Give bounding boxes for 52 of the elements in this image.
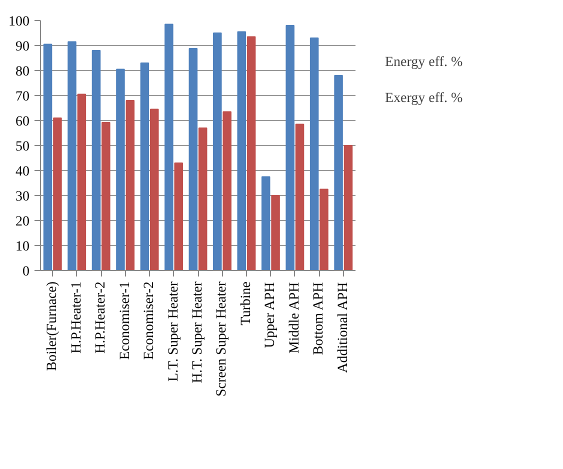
y-tick-label: 80 <box>16 64 30 80</box>
bar <box>334 75 343 270</box>
x-tick-label: Economiser-1 <box>118 281 133 360</box>
x-tick-label: Upper APH <box>263 282 278 348</box>
bar <box>77 94 86 270</box>
y-tick-label: 70 <box>16 90 30 104</box>
bar <box>164 24 174 270</box>
y-tick-label: 10 <box>16 240 30 254</box>
y-tick-label: 40 <box>16 164 30 180</box>
bar <box>295 124 304 270</box>
bar <box>286 25 294 270</box>
x-tick-label: H.P.Heater-1 <box>69 282 84 354</box>
bar <box>188 48 198 270</box>
bar <box>150 108 159 270</box>
bar <box>92 50 101 270</box>
x-tick-label: Boiler(Furnace) <box>45 281 60 371</box>
y-tick-label: 30 <box>16 190 30 204</box>
y-tick-label: 100 <box>8 14 30 30</box>
x-tick-label: Bottom APH <box>312 282 327 356</box>
x-tick-label: Economiser-2 <box>142 281 158 360</box>
bar <box>198 128 208 270</box>
bar <box>126 100 135 270</box>
bar <box>53 118 62 270</box>
bar <box>320 188 328 270</box>
bar <box>43 44 52 270</box>
x-tick-label: H.P.Heater-2 <box>94 282 109 354</box>
bar <box>261 176 270 270</box>
bar <box>68 41 76 270</box>
y-tick-label: 90 <box>16 40 30 54</box>
bar <box>344 145 353 270</box>
text: Energy eff. % <box>385 54 463 70</box>
x-tick-label: Screen Super Heater <box>214 281 230 397</box>
bar <box>246 36 256 270</box>
bar <box>116 68 125 270</box>
y-tick-label: 50 <box>16 140 30 154</box>
y-tick-label: 60 <box>16 114 30 130</box>
bar <box>102 122 110 270</box>
bar <box>213 32 222 270</box>
bar <box>222 111 232 270</box>
y-tick-label: 20 <box>16 214 30 230</box>
text: Exergy eff. % <box>385 90 463 106</box>
bar <box>271 195 280 270</box>
bar <box>310 38 319 270</box>
y-tick-label: 0 <box>22 264 30 280</box>
x-tick-label: Turbine <box>238 281 254 326</box>
x-tick-label: Additional APH <box>336 282 351 373</box>
x-tick-label: L.T. Super Heater <box>166 281 182 382</box>
bar <box>237 31 246 270</box>
x-tick-label: Middle APH <box>287 282 302 354</box>
x-tick-label: H.T. Super Heater <box>190 281 206 384</box>
bar <box>174 162 183 270</box>
bar <box>140 62 150 270</box>
